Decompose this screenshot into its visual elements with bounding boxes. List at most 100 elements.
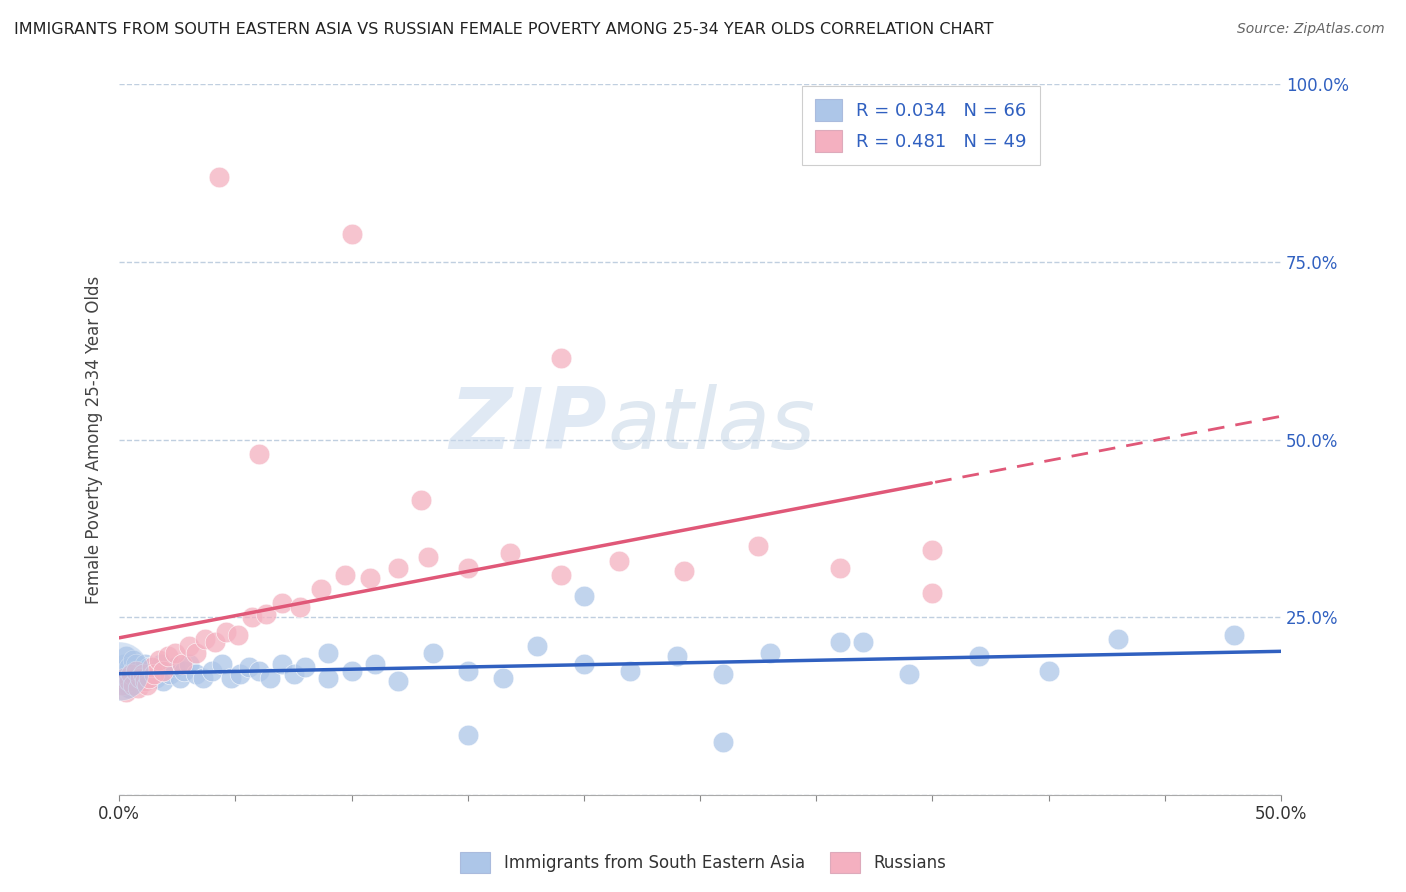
Point (422, 646, 444, 660)
Point (665, 649, 688, 664)
Point (215, 624, 238, 639)
Point (1107, 632, 1129, 646)
Point (177, 639, 200, 653)
Point (184, 667, 207, 681)
Point (828, 560, 851, 574)
Point (364, 657, 387, 671)
Point (170, 657, 193, 671)
Point (290, 599, 312, 614)
Point (387, 560, 409, 574)
Point (283, 667, 305, 681)
Point (117, 681, 139, 696)
Point (159, 667, 181, 681)
Point (136, 678, 159, 692)
Point (112, 657, 135, 671)
Point (211, 657, 233, 671)
Point (491, 671, 513, 685)
Point (550, 567, 572, 582)
Point (110, 664, 132, 678)
Point (191, 671, 214, 685)
Point (318, 646, 340, 660)
Point (131, 667, 153, 681)
Point (550, 351, 572, 365)
Text: ZIP: ZIP (450, 384, 607, 467)
Point (247, 664, 270, 678)
Point (828, 635, 851, 649)
Legend: Immigrants from South Eastern Asia, Russians: Immigrants from South Eastern Asia, Russ… (454, 846, 952, 880)
Point (457, 728, 479, 742)
Point (120, 674, 142, 689)
Point (311, 582, 333, 596)
Point (108, 664, 131, 678)
Point (129, 671, 152, 685)
Point (124, 671, 146, 685)
Point (115, 671, 138, 685)
Point (112, 678, 135, 692)
Point (141, 660, 163, 674)
Point (254, 607, 277, 621)
Point (127, 681, 149, 696)
Point (340, 664, 363, 678)
Point (124, 657, 146, 671)
Point (572, 589, 595, 603)
Text: IMMIGRANTS FROM SOUTH EASTERN ASIA VS RUSSIAN FEMALE POVERTY AMONG 25-34 YEAR OL: IMMIGRANTS FROM SOUTH EASTERN ASIA VS RU… (14, 22, 994, 37)
Point (143, 664, 166, 678)
Point (120, 667, 142, 681)
Point (359, 571, 381, 585)
Point (340, 227, 363, 241)
Point (759, 646, 782, 660)
Point (115, 685, 138, 699)
Point (163, 660, 186, 674)
Point (138, 660, 160, 674)
Point (333, 567, 356, 582)
Point (115, 649, 138, 664)
Point (898, 667, 921, 681)
Point (294, 660, 316, 674)
Point (457, 664, 479, 678)
Point (240, 610, 263, 624)
Point (194, 632, 217, 646)
Point (498, 546, 520, 560)
Point (711, 667, 734, 681)
Point (117, 660, 139, 674)
Point (921, 542, 943, 557)
Y-axis label: Female Poverty Among 25-34 Year Olds: Female Poverty Among 25-34 Year Olds (86, 276, 103, 604)
Point (672, 564, 695, 578)
Point (163, 646, 186, 660)
Point (122, 678, 145, 692)
Point (457, 560, 479, 574)
Point (124, 664, 146, 678)
Point (247, 447, 270, 461)
Point (201, 664, 224, 678)
Point (204, 635, 226, 649)
Point (229, 667, 252, 681)
Point (173, 664, 195, 678)
Point (418, 549, 440, 564)
Point (169, 671, 191, 685)
Point (122, 664, 145, 678)
Point (619, 664, 641, 678)
Point (411, 493, 433, 508)
Point (208, 169, 231, 184)
Text: atlas: atlas (607, 384, 815, 467)
Point (238, 660, 260, 674)
Point (177, 657, 200, 671)
Point (148, 653, 170, 667)
Point (747, 539, 769, 553)
Point (136, 671, 159, 685)
Point (852, 635, 875, 649)
Point (127, 667, 149, 681)
Point (155, 664, 177, 678)
Point (711, 735, 734, 749)
Point (117, 674, 139, 689)
Point (1223, 628, 1246, 642)
Point (271, 657, 294, 671)
Point (152, 674, 174, 689)
Point (572, 657, 595, 671)
Point (219, 671, 242, 685)
Legend: R = 0.034   N = 66, R = 0.481   N = 49: R = 0.034 N = 66, R = 0.481 N = 49 (803, 87, 1039, 165)
Point (1038, 664, 1060, 678)
Point (138, 671, 160, 685)
Point (318, 671, 340, 685)
Point (120, 667, 142, 681)
